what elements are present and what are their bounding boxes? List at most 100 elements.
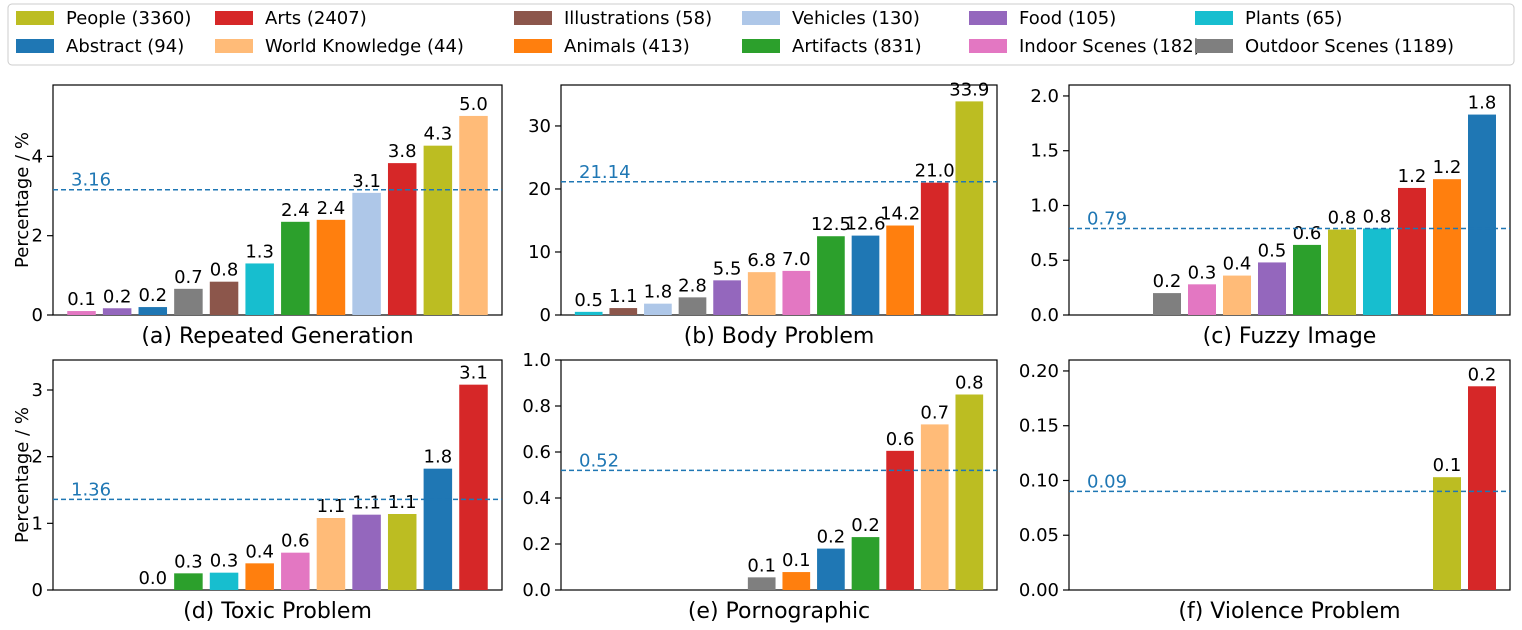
bar-artifacts [281, 221, 310, 315]
bar-people [955, 101, 984, 315]
legend-frame [7, 3, 1515, 66]
bar-arts [920, 182, 949, 315]
y-tick-label: 0.4 [522, 488, 551, 509]
data-label: 0.3 [210, 551, 239, 572]
legend-label-indoor: Indoor Scenes (182) [1019, 36, 1201, 57]
bar-outdoor [174, 288, 203, 315]
y-tick-label: 0.00 [1019, 580, 1059, 601]
legend-label-people: People (3360) [66, 8, 191, 29]
data-label: 14.2 [880, 204, 920, 225]
panel-c: 0.0 0.5 1.0 1.5 2.0 0.2 0.3 0.4 0.5 0.6 0.8 0.8 1.2 1… [1030, 84, 1511, 349]
data-label: 0.8 [955, 373, 984, 394]
bar-indoor [782, 270, 811, 315]
bar-arts [1468, 386, 1496, 590]
bar-indoor [67, 311, 96, 315]
y-tick-label: 1 [32, 513, 43, 534]
legend-swatch-indoor [969, 39, 1007, 53]
y-tick-label: 0.8 [522, 396, 551, 417]
legend-label-artifacts: Artifacts (831) [792, 36, 922, 57]
bar-outdoor [747, 577, 776, 590]
bar-indoor [281, 552, 310, 590]
data-label: 3.1 [459, 363, 488, 384]
data-label: 0.6 [1293, 223, 1322, 244]
bar-arts [1398, 187, 1426, 315]
axes-frame [560, 84, 998, 316]
bar-animals [1433, 179, 1461, 315]
bar-abstract [817, 548, 845, 590]
legend-swatch-people [16, 11, 54, 25]
bar-world [920, 424, 949, 590]
mean-label: 0.09 [1087, 471, 1127, 492]
panel-caption: (a) Repeated Generation [141, 324, 413, 349]
bar-people [955, 394, 984, 590]
y-tick-label: 30 [528, 116, 551, 137]
data-label: 0.2 [817, 527, 846, 548]
y-tick-label: 0 [540, 305, 551, 326]
data-label: 0.6 [886, 429, 915, 450]
y-tick-label: 2 [32, 447, 43, 468]
data-label: 12.5 [811, 214, 851, 235]
data-label: 1.8 [644, 282, 673, 303]
bar-world [747, 272, 776, 315]
legend-label-vehicles: Vehicles (130) [792, 8, 920, 29]
y-tick-label: 1.0 [522, 350, 551, 371]
bar-artifacts [817, 236, 845, 315]
axes-frame [1068, 84, 1511, 316]
legend-swatch-vehicles [742, 11, 780, 25]
bar-arts [886, 450, 914, 590]
bar-food [1258, 262, 1286, 315]
legend-swatch-illus [514, 11, 552, 25]
legend-swatch-animals [514, 39, 552, 53]
y-axis-label: Percentage / % [12, 407, 33, 543]
mean-label: 0.79 [1087, 208, 1127, 229]
bar-illus [609, 308, 638, 315]
data-label: 1.8 [424, 447, 453, 468]
bar-food [352, 514, 381, 590]
data-label: 0.6 [281, 531, 310, 552]
data-label: 6.8 [747, 250, 776, 271]
panel-caption: (d) Toxic Problem [183, 599, 372, 624]
data-label: 21.0 [915, 161, 955, 182]
panel-caption: (c) Fuzzy Image [1203, 324, 1377, 349]
bar-arts [387, 163, 417, 315]
data-label: 1.1 [317, 496, 346, 517]
data-label: 1.1 [352, 493, 381, 514]
data-label: 2.4 [281, 200, 310, 221]
mean-label: 3.16 [71, 170, 111, 191]
y-tick-label: 0 [32, 305, 43, 326]
data-label: 0.8 [210, 260, 239, 281]
y-tick-label: 0.15 [1019, 416, 1059, 437]
bar-food [102, 308, 132, 315]
y-tick-label: 2.0 [1030, 86, 1059, 107]
data-label: 0.2 [851, 515, 880, 536]
bar-plants [245, 263, 274, 315]
data-label: 1.2 [1398, 166, 1427, 187]
bar-people [1328, 229, 1356, 315]
data-label: 2.8 [678, 275, 707, 296]
data-label: 0.5 [1258, 240, 1287, 261]
y-tick-label: 0.20 [1019, 361, 1059, 382]
mean-label: 1.36 [71, 479, 111, 500]
bar-artifacts [851, 537, 880, 590]
panel-caption: (b) Body Problem [684, 324, 875, 349]
bar-abstract [851, 235, 880, 315]
y-tick-label: 2 [32, 226, 43, 247]
data-label: 0.0 [138, 568, 167, 589]
data-label: 0.1 [67, 289, 96, 310]
panel-f: 0.00 0.05 0.10 0.15 0.20 0.1 0.2 0.09 (f) Violen… [1019, 359, 1511, 624]
bar-vehicles [644, 303, 672, 315]
data-label: 2.4 [317, 198, 346, 219]
y-tick-label: 10 [528, 242, 551, 263]
legend-swatch-artifacts [742, 39, 780, 53]
data-label: 1.1 [388, 492, 417, 513]
bar-animals [782, 572, 811, 590]
data-label: 0.1 [1433, 455, 1462, 476]
y-tick-label: 0.6 [522, 442, 551, 463]
data-label: 1.1 [609, 286, 638, 307]
legend-swatch-plants [1195, 11, 1233, 25]
data-label: 0.3 [1188, 262, 1217, 283]
data-label: 5.0 [459, 94, 488, 115]
bar-outdoor [1153, 293, 1181, 315]
panel-d: 0 1 2 3 0.0 0.3 0.3 0.4 0.6 1.1 1.1 1.1 1.8 3.1 1.36 (d… [12, 359, 503, 624]
